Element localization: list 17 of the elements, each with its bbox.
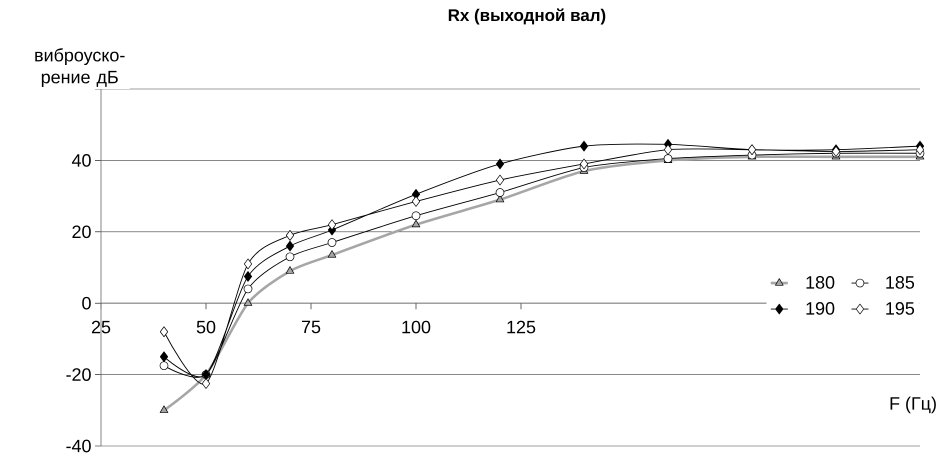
legend-label: 180 bbox=[806, 276, 834, 289]
x-tick-label: 50 bbox=[196, 320, 216, 334]
y-tick-label: -40 bbox=[66, 440, 91, 452]
y-tick-label: 40 bbox=[72, 154, 91, 167]
x-axis-title: F (Гц) bbox=[890, 396, 936, 414]
legend-label: 185 bbox=[886, 276, 914, 289]
legend-label: 190 bbox=[806, 302, 834, 315]
x-tick-label: 25 bbox=[92, 320, 110, 334]
x-tick-label: 125 bbox=[507, 320, 536, 334]
x-tick-label: 100 bbox=[402, 320, 430, 334]
chart-title: Rx (выходной вал) bbox=[448, 8, 606, 24]
x-tick-label: 75 bbox=[302, 320, 320, 334]
y-tick-label: 0 bbox=[82, 296, 91, 310]
legend-label: 195 bbox=[886, 302, 914, 315]
y-tick-label: 20 bbox=[72, 225, 91, 238]
y-tick-label: -20 bbox=[66, 368, 91, 381]
y-axis-title: виброуско-рение дБ bbox=[35, 48, 125, 87]
